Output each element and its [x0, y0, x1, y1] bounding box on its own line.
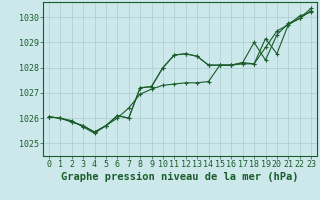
- X-axis label: Graphe pression niveau de la mer (hPa): Graphe pression niveau de la mer (hPa): [61, 172, 299, 182]
